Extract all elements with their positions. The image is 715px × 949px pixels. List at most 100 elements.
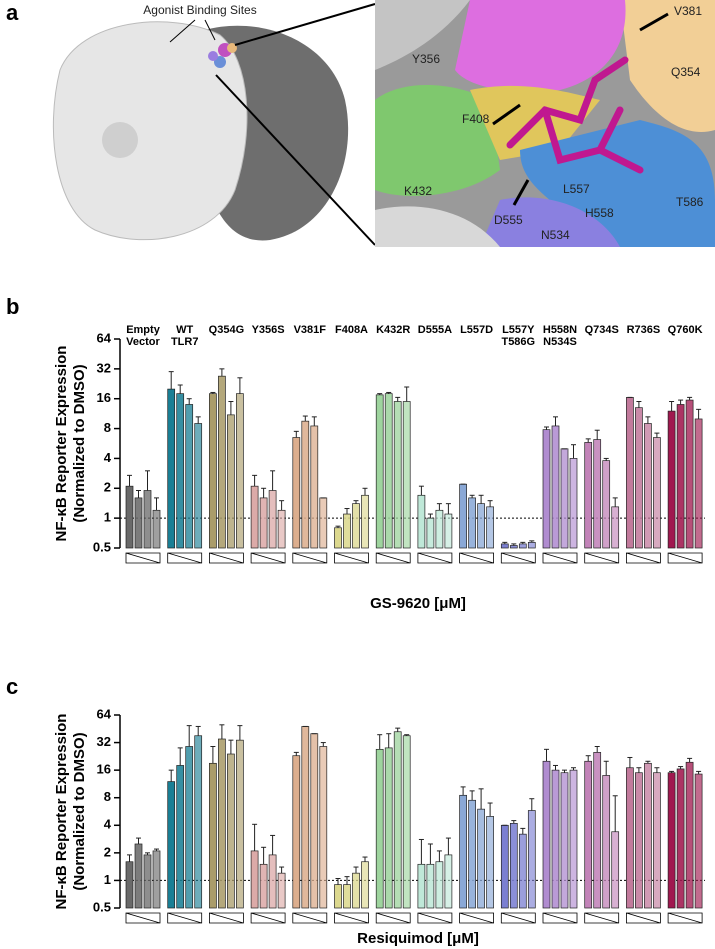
bar	[602, 775, 611, 909]
bar	[593, 439, 602, 549]
bar	[626, 397, 634, 549]
group-label: F408A	[335, 324, 368, 336]
group-label: K432R	[376, 324, 410, 336]
bar	[361, 861, 369, 909]
bar	[468, 799, 476, 909]
bar	[185, 404, 194, 549]
bar	[152, 850, 161, 909]
x-axis-label: GS-9620 [μM]	[370, 595, 466, 612]
concentration-wedge	[542, 552, 578, 564]
bar	[584, 760, 593, 909]
bar	[218, 738, 226, 909]
bar	[426, 863, 435, 909]
residue-label: N534	[541, 228, 570, 242]
bar	[277, 872, 286, 909]
bar	[292, 755, 301, 909]
bar	[334, 884, 342, 909]
bar	[560, 448, 569, 549]
concentration-wedge	[626, 912, 661, 924]
bar	[653, 772, 661, 909]
y-axis-label: NF-κB Reporter Expression	[53, 714, 70, 910]
group-label: Y356S	[252, 324, 285, 336]
bar	[602, 460, 611, 549]
y-tick-label: 8	[104, 420, 111, 435]
group-label: Q760K	[668, 324, 703, 336]
bar	[468, 497, 476, 549]
bar	[542, 429, 551, 549]
bar	[134, 497, 143, 549]
bar	[435, 861, 444, 909]
bar	[209, 762, 217, 909]
bar	[343, 884, 351, 909]
residue-label: Y356	[412, 52, 440, 66]
group-label: Vector	[126, 336, 160, 348]
concentration-wedge	[459, 912, 494, 924]
bar	[292, 437, 301, 549]
bar	[301, 420, 310, 549]
bar	[125, 485, 134, 549]
bar	[569, 769, 578, 909]
bar	[268, 490, 277, 549]
bar	[185, 746, 194, 909]
bar	[393, 731, 402, 909]
bar	[125, 861, 134, 909]
y-tick-label: 4	[104, 817, 112, 832]
y-tick-label: 16	[97, 762, 111, 777]
bar	[361, 494, 369, 549]
bar	[277, 509, 286, 549]
bar	[250, 485, 259, 549]
y-tick-label: 0.5	[93, 899, 111, 914]
bar	[667, 410, 676, 549]
residue-label: V381	[674, 4, 702, 18]
concentration-wedge	[125, 552, 161, 564]
y-tick-label: 0.5	[93, 539, 111, 554]
group-label: R736S	[627, 324, 661, 336]
residue-label: T586	[676, 195, 704, 209]
bar	[227, 414, 235, 549]
concentration-wedge	[334, 912, 369, 924]
bar	[334, 527, 342, 549]
bar	[426, 517, 435, 549]
concentration-wedge	[667, 552, 703, 564]
concentration-wedge	[500, 912, 536, 924]
protein-structure	[52, 3, 376, 246]
bar	[509, 822, 518, 909]
x-axis-label: Resiquimod [μM]	[357, 930, 479, 947]
bar	[134, 843, 143, 909]
bar	[626, 767, 634, 909]
bar	[393, 401, 402, 549]
bar	[402, 735, 411, 909]
bar	[444, 854, 453, 909]
bar	[250, 850, 259, 909]
bar	[194, 735, 203, 909]
bar	[227, 753, 235, 909]
bar	[518, 833, 527, 909]
concentration-wedge	[209, 912, 244, 924]
bar	[527, 810, 536, 909]
bar	[167, 781, 176, 909]
bar	[384, 747, 393, 909]
bar	[527, 542, 536, 549]
binding-site-inset	[375, 0, 715, 247]
y-tick-label: 4	[104, 450, 112, 465]
bar	[209, 393, 217, 549]
bar	[143, 490, 152, 549]
bar	[486, 816, 494, 909]
group-label: L557Y	[502, 324, 535, 336]
concentration-wedge	[292, 552, 328, 564]
bar	[319, 746, 328, 909]
concentration-wedge	[584, 912, 620, 924]
y-axis-label: (Normalized to DMSO)	[71, 364, 88, 522]
panel-label: c	[6, 674, 18, 699]
y-tick-label: 2	[104, 844, 111, 859]
bar	[352, 503, 360, 549]
bar	[310, 425, 319, 549]
group-label: Q354G	[209, 324, 244, 336]
bar	[143, 854, 152, 909]
residue-label: L557	[563, 182, 590, 196]
bar	[375, 394, 384, 549]
bar	[459, 483, 467, 549]
panel-label: b	[6, 294, 19, 319]
group-label: L557D	[460, 324, 493, 336]
